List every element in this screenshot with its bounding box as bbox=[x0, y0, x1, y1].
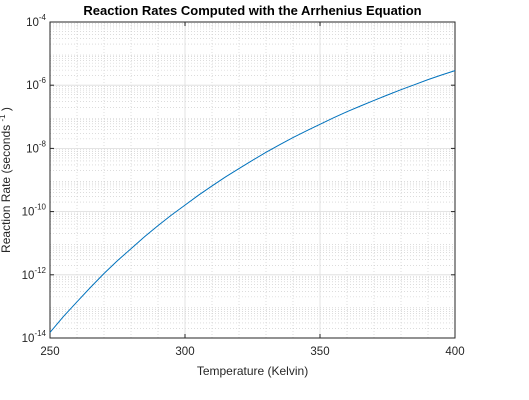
y-tick-label: 10-12 bbox=[22, 266, 47, 282]
y-tick-label: 10-6 bbox=[26, 76, 46, 92]
x-axis-label: Temperature (Kelvin) bbox=[197, 364, 308, 378]
y-axis-label-exponent: -1 bbox=[0, 114, 7, 122]
y-tick-label: 10-10 bbox=[22, 203, 47, 219]
series-layer bbox=[49, 70, 456, 333]
x-tick-label: 250 bbox=[40, 346, 59, 358]
y-tick-label: 10-8 bbox=[26, 139, 46, 155]
y-tick-label: 10-14 bbox=[22, 329, 47, 345]
y-axis-label: Reaction Rate (seconds -1 ) bbox=[0, 107, 13, 253]
grid-layer bbox=[49, 21, 456, 339]
y-axis-label-close: ) bbox=[0, 107, 13, 111]
x-tick-label: 350 bbox=[310, 346, 329, 358]
chart-title: Reaction Rates Computed with the Arrheni… bbox=[83, 3, 421, 18]
x-tick-label: 400 bbox=[445, 346, 464, 358]
series-line bbox=[49, 70, 456, 333]
tick-layer: 250 300 350 400 10-14 10-12 10-10 10-8 10-6 10-4 bbox=[22, 13, 465, 358]
y-axis-label-text: Reaction Rate (seconds bbox=[0, 125, 13, 253]
x-tick-label: 300 bbox=[175, 346, 194, 358]
y-tick-label: 10-4 bbox=[26, 13, 46, 29]
axes-box bbox=[49, 21, 456, 339]
